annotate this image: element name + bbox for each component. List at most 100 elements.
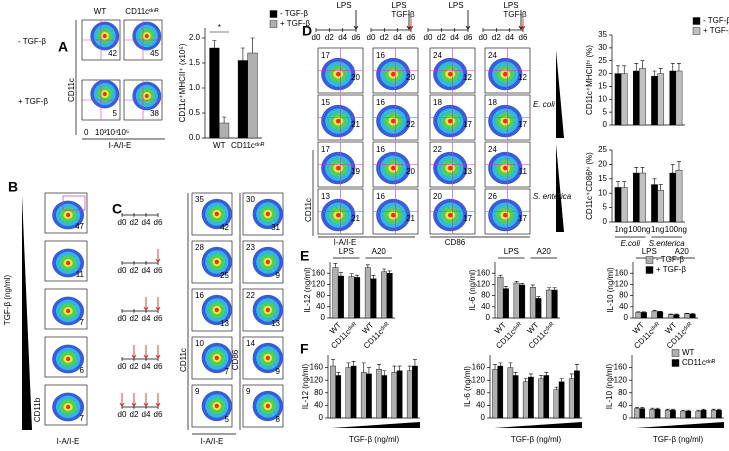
error-bar [658,310,663,312]
bar [689,313,696,319]
bar [335,375,342,419]
bar [538,378,544,419]
group-label: A20 [372,247,387,256]
panel-label: C [112,201,122,217]
percentage: 16 [376,145,385,154]
axis-label: CD11c [304,198,313,222]
error-bar [670,164,675,174]
error-bar [711,408,716,411]
bar [639,408,646,419]
percentage: 15 [321,98,330,107]
day-label: d6 [154,314,163,323]
flow-density [336,71,341,77]
bar [632,172,640,223]
error-bar [690,313,695,315]
panel-label: F [300,341,309,357]
axis-label: I-A/I-E [109,141,132,150]
day-label: d4 [450,33,459,42]
percentage: 42 [108,49,117,58]
arrow-head [155,354,161,359]
flow-density [214,259,219,265]
y-axis-label: IL-12 (ng/ml) [301,363,310,409]
arrow-head [131,354,137,359]
y-tick-label: 120 [312,280,326,289]
y-tick-label: 2.0 [189,33,201,42]
error-bar [652,70,657,77]
bar [651,75,658,126]
group-label: A20 [537,247,552,256]
error-bar [530,284,535,288]
legend-label: WT [682,348,695,357]
flow-density [391,212,396,218]
gradient-triangle [556,50,564,138]
error-bar [351,361,356,367]
error-bar [634,62,639,71]
error-bar [523,378,528,382]
x-tick-label: 1ng [651,225,664,234]
y-axis-label: IL-6 (ng/ml) [468,269,477,310]
flow-density [66,309,71,313]
flow-density [214,211,219,217]
y-axis-label: IL-10 (ng/ml) [605,363,614,409]
day-label: d4 [338,33,347,42]
panel-label: D [302,23,312,39]
y-tick-label: 0 [481,413,486,422]
day-label: d6 [154,266,163,275]
percentage: 30 [246,195,255,204]
gradient-triangle [494,422,582,428]
flow-density [391,165,396,171]
y-tick-label: 160 [477,268,491,277]
bar [345,367,352,419]
bar [657,190,665,223]
y-tick-label: 80 [618,388,627,397]
bar [716,409,722,419]
error-bar [250,37,255,53]
flow-density [144,34,149,38]
day-label: d4 [142,362,151,371]
error-bar [387,270,392,274]
error-bar [493,364,498,370]
x-axis-label: TGF-β (ng/ml) [653,435,704,444]
y-tick-label: 160 [472,363,486,372]
legend-label: CD11cᵈⁿᴿ [682,358,716,367]
arrow-head [465,25,471,30]
bar [364,267,371,319]
arrow-head [143,402,149,407]
y-tick-label: 20 [598,160,607,169]
percentage: 8 [276,415,281,424]
day-label: d4 [142,314,151,323]
arrow-head [155,258,161,263]
error-bar [652,310,657,311]
percentage: 13 [321,192,330,201]
y-tick-label: 0.0 [189,133,201,142]
y-tick-label: 35 [598,30,607,39]
bar [639,68,646,126]
bar [332,267,339,319]
error-bar [622,181,627,188]
y-tick-label: 0.5 [189,108,201,117]
bar [396,370,403,419]
error-bar [331,359,336,367]
percentage: 47 [75,222,84,231]
x-tick-label: 100ng [628,225,650,234]
flow-density [448,118,453,124]
arrow-head [155,402,161,407]
x-tick-label: WT [213,141,226,150]
percentage: 45 [150,49,159,58]
percentage: 26 [488,192,497,201]
axis-label: I-A/I-E [201,437,224,446]
y-tick-label: 40 [481,302,490,311]
error-bar [240,47,245,61]
panel-label: B [8,179,18,195]
flow-density [265,355,270,361]
legend-label: + TGF-β [703,26,729,35]
day-label: d2 [130,266,139,275]
treatment-label: LPS [448,1,463,10]
y-tick-label: 15 [598,174,607,183]
bar [574,370,580,419]
percentage: 38 [150,109,159,118]
bar [700,409,707,419]
error-bar [676,161,681,171]
percentage: 17 [518,214,527,223]
